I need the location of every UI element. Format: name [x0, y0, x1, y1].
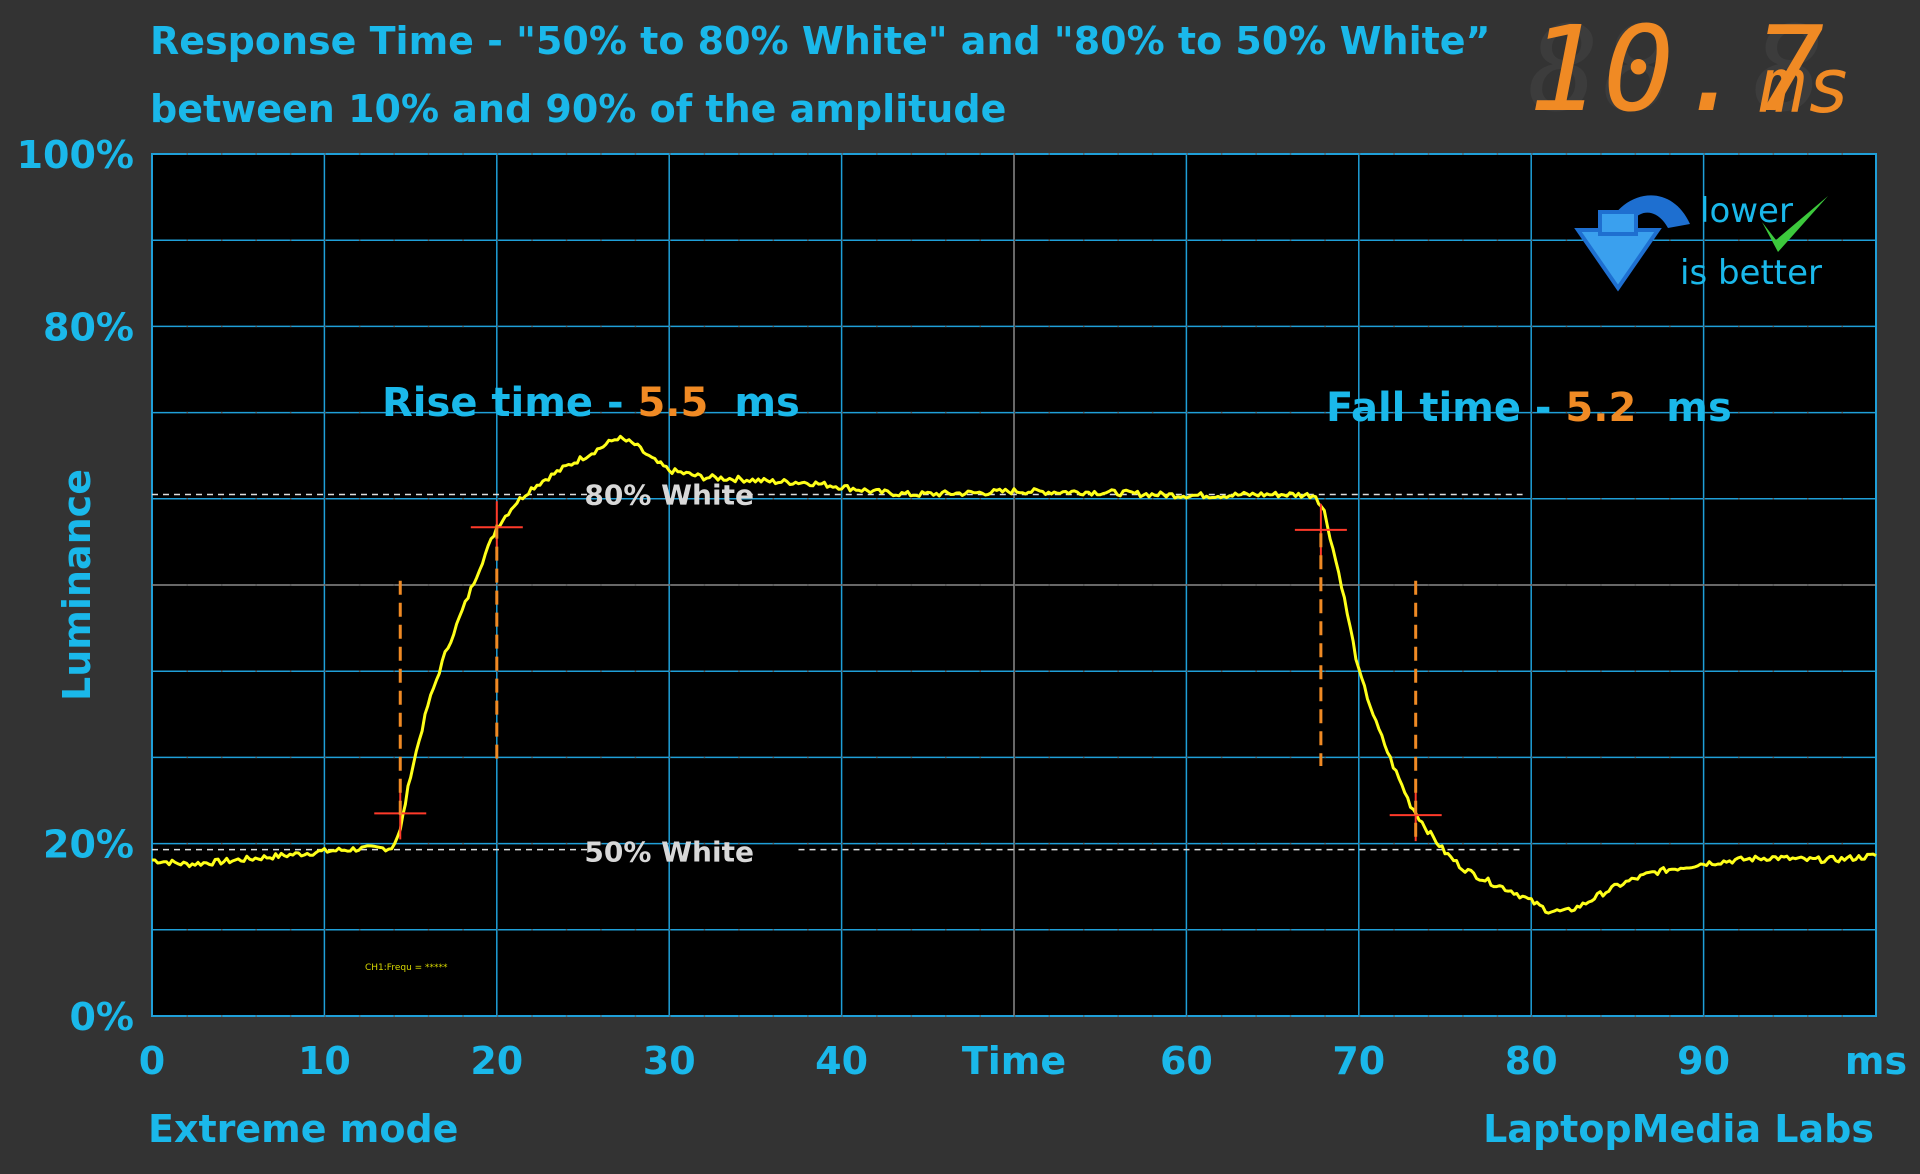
green-checkmark-icon	[1762, 196, 1828, 252]
y-tick-label: 20%	[43, 823, 134, 867]
brand-label: LaptopMedia Labs	[1483, 1107, 1874, 1151]
fall-time-unit: ms	[1666, 385, 1732, 431]
x-tick-label: Time	[962, 1039, 1066, 1083]
badge-line1: lower	[1700, 191, 1793, 231]
y-tick-label: 0%	[69, 995, 134, 1039]
rise-time-value: 5.5	[637, 380, 708, 426]
x-tick-label: 0	[139, 1039, 165, 1083]
rise-time-unit: ms	[734, 380, 800, 426]
reference-lines: 80% White 50% White	[152, 478, 1523, 869]
lower-is-better-badge: lower is better	[1574, 191, 1828, 293]
y-tick-labels: 0% 20% 80% 100%	[17, 133, 134, 1039]
fall-time-annotation: Fall time - 5.2 ms	[1326, 385, 1732, 431]
rise-time-annotation: Rise time - 5.5 ms	[382, 380, 800, 426]
badge-line2: is better	[1680, 253, 1822, 293]
x-tick-label: 70	[1332, 1039, 1385, 1083]
total-response-value: 10.7	[1528, 0, 1828, 138]
grid-minor-dots	[186, 153, 1843, 1017]
blue-curved-down-arrow-icon	[1574, 195, 1690, 292]
x-tick-label: 90	[1677, 1039, 1730, 1083]
ref-80-label: 80% White	[584, 478, 754, 511]
chart-title: Response Time - "50% to 80% White" and "…	[150, 19, 1491, 63]
scope-frequency-label: CH1:Frequ = *****	[365, 963, 448, 973]
x-tick-label: 40	[815, 1039, 868, 1083]
luminance-trace	[152, 434, 1877, 915]
chart-subtitle: between 10% and 90% of the amplitude	[150, 87, 1006, 131]
y-tick-label: 80%	[43, 305, 134, 349]
minor-grid-dots	[186, 153, 1843, 1017]
x-tick-label: 10	[298, 1039, 351, 1083]
x-tick-label: 80	[1505, 1039, 1558, 1083]
x-tick-label: ms	[1845, 1039, 1907, 1083]
x-tick-label: 20	[470, 1039, 523, 1083]
x-tick-label: 60	[1160, 1039, 1213, 1083]
x-tick-label: 30	[643, 1039, 696, 1083]
ref-50-label: 50% White	[584, 836, 754, 869]
y-axis-label: Luminance	[55, 469, 99, 701]
fall-time-label: Fall time -	[1326, 385, 1565, 431]
total-response-readout: 88.8 10.7 ms	[1528, 0, 1852, 138]
total-response-unit: ms	[1759, 41, 1852, 130]
mode-label: Extreme mode	[148, 1107, 458, 1151]
rise-time-label: Rise time -	[382, 380, 637, 426]
x-tick-labels: 0 10 20 30 40 Time 60 70 80 90 ms	[139, 1039, 1907, 1083]
svg-text:88.8: 88.8	[1528, 0, 1828, 138]
measurement-markers	[374, 501, 1442, 844]
fall-time-value: 5.2	[1565, 385, 1636, 431]
y-tick-label: 100%	[17, 133, 134, 177]
